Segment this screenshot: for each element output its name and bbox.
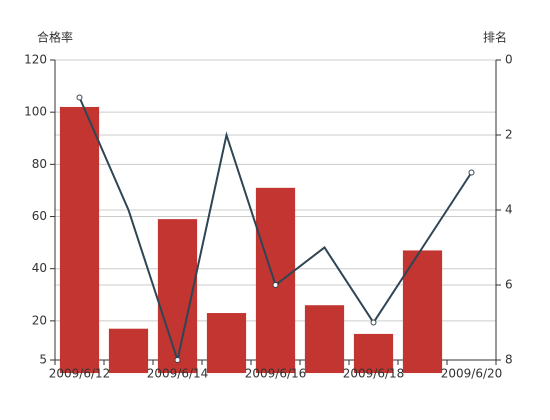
y-tick-label: 120 xyxy=(24,53,47,67)
x-tick-label: 2009/6/14 xyxy=(147,367,209,381)
y2-tick-label: 6 xyxy=(505,278,513,292)
y-tick-label: 80 xyxy=(32,157,47,171)
bar xyxy=(353,333,394,374)
point xyxy=(370,319,377,326)
x-tick-label: 2009/6/20 xyxy=(441,367,503,381)
y-tick-label: 20 xyxy=(32,313,47,327)
y2-tick-label: 8 xyxy=(505,353,513,367)
bar xyxy=(402,250,443,374)
y-tick-label: 100 xyxy=(24,105,47,119)
x-tick-label: 2009/6/12 xyxy=(49,367,111,381)
bar xyxy=(255,187,296,374)
y2-tick-label: 4 xyxy=(505,203,513,217)
bar xyxy=(59,106,100,374)
point xyxy=(468,169,475,176)
y2-tick-label: 2 xyxy=(505,128,513,142)
y-axis-title: 合格率 xyxy=(37,30,73,45)
y-tick-label: 60 xyxy=(32,209,47,223)
point xyxy=(76,94,83,101)
point xyxy=(272,282,279,288)
bar xyxy=(304,305,345,374)
bar xyxy=(206,313,247,374)
y2-tick-label: 0 xyxy=(505,53,513,67)
bar xyxy=(108,328,149,374)
y-tick-label: 40 xyxy=(32,261,47,275)
point xyxy=(174,357,181,363)
x-tick-label: 2009/6/16 xyxy=(245,367,307,381)
x-tick-label: 2009/6/18 xyxy=(343,367,405,381)
y-tick-label: 5 xyxy=(39,353,47,367)
y2-axis-title: 排名 xyxy=(483,30,507,45)
